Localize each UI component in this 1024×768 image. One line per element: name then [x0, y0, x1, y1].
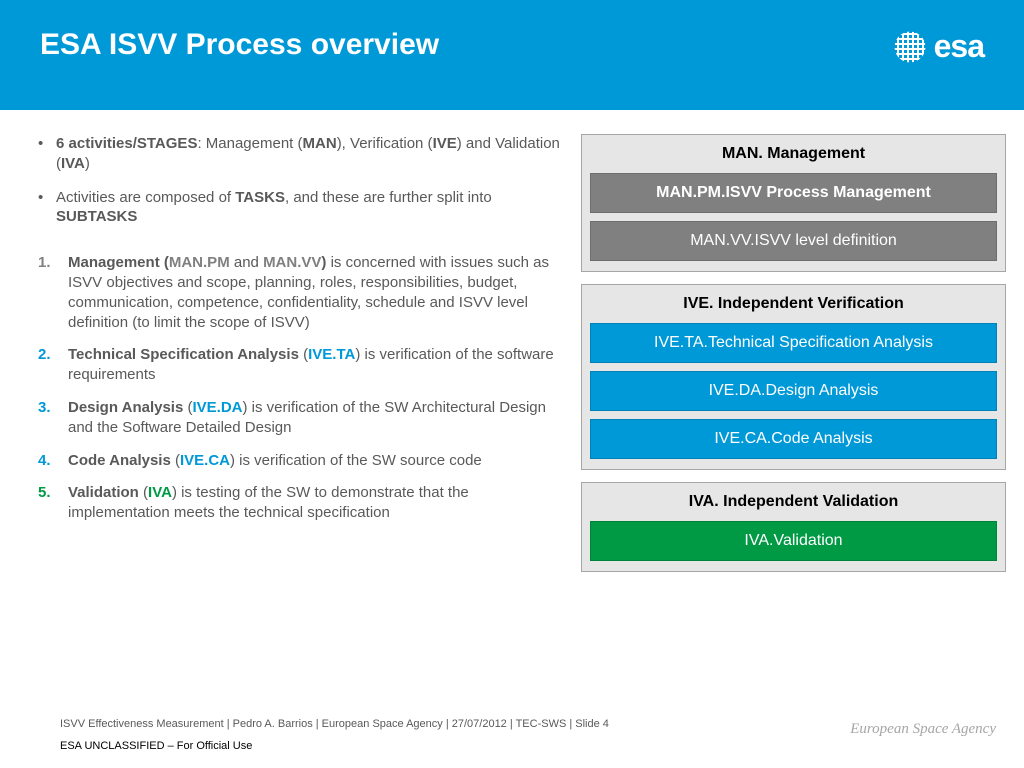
bullet-list: 6 activities/STAGES: Management (MAN), V…: [38, 134, 563, 227]
numbered-item: Design Analysis (IVE.DA) is verification…: [38, 398, 563, 438]
activity-box: IVE.CA.Code Analysis: [590, 419, 997, 459]
footer-classification: ESA UNCLASSIFIED – For Official Use: [60, 740, 996, 752]
group-title: IVA. Independent Validation: [590, 493, 997, 511]
group-panel: MAN. Management MAN.PM.ISVV Process Manag…: [581, 134, 1006, 272]
right-column: MAN. Management MAN.PM.ISVV Process Manag…: [581, 134, 1006, 572]
numbered-list: Management (MAN.PM and MAN.VV) is concer…: [38, 253, 563, 523]
activity-box: IVE.TA.Technical Specification Analysis: [590, 323, 997, 363]
header: ESA ISVV Process overview esa: [0, 0, 1024, 110]
esa-logo-text: esa: [934, 28, 984, 65]
numbered-item: Code Analysis (IVE.CA) is verification o…: [38, 451, 563, 471]
activity-box: MAN.VV.ISVV level definition: [590, 221, 997, 261]
activity-box: IVA.Validation: [590, 521, 997, 561]
numbered-item: Technical Specification Analysis (IVE.TA…: [38, 345, 563, 385]
footer: ISVV Effectiveness Measurement | Pedro A…: [60, 718, 996, 752]
bullet-item: Activities are composed of TASKS, and th…: [38, 188, 563, 228]
activity-box: IVE.DA.Design Analysis: [590, 371, 997, 411]
left-column: 6 activities/STAGES: Management (MAN), V…: [38, 134, 563, 572]
numbered-item: Management (MAN.PM and MAN.VV) is concer…: [38, 253, 563, 332]
numbered-item: Validation (IVA) is testing of the SW to…: [38, 483, 563, 523]
group-panel: IVA. Independent Validation IVA.Validatio…: [581, 482, 1006, 572]
page-title: ESA ISVV Process overview: [40, 28, 439, 62]
content: 6 activities/STAGES: Management (MAN), V…: [0, 110, 1024, 572]
footer-agency: European Space Agency: [850, 721, 996, 738]
activity-box: MAN.PM.ISVV Process Management: [590, 173, 997, 213]
bullet-item: 6 activities/STAGES: Management (MAN), V…: [38, 134, 563, 174]
group-title: MAN. Management: [590, 145, 997, 163]
group-title: IVE. Independent Verification: [590, 295, 997, 313]
esa-logo: esa: [892, 28, 984, 65]
esa-logo-icon: [892, 29, 928, 65]
group-panel: IVE. Independent Verification IVE.TA.Tech…: [581, 284, 1006, 470]
